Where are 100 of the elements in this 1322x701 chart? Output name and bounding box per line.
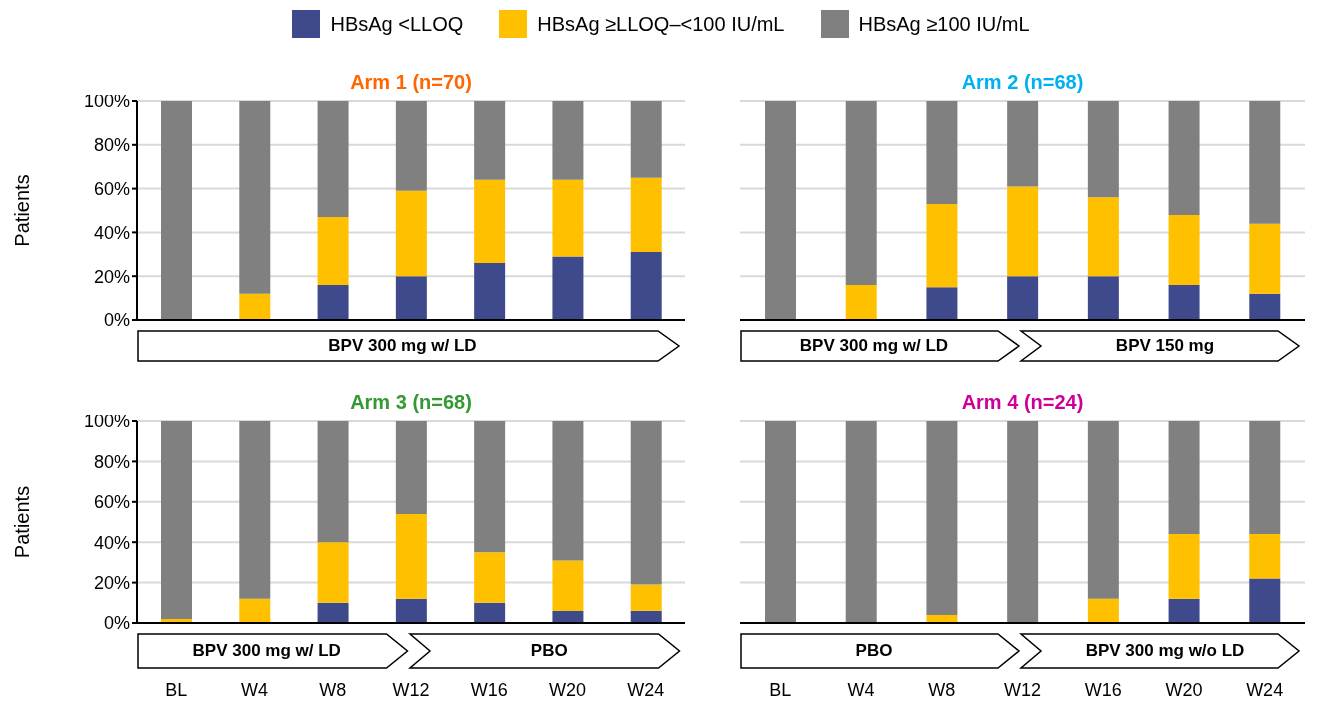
- bar: [926, 101, 958, 204]
- bar: [630, 421, 662, 585]
- bar: [1087, 101, 1119, 198]
- bar: [1249, 293, 1281, 320]
- bar: [474, 263, 506, 320]
- y-tick-label: 40%: [93, 532, 130, 553]
- x-tick-label: W16: [1084, 679, 1122, 700]
- bar: [161, 101, 192, 320]
- y-tick-label: 0%: [103, 310, 130, 331]
- x-tick-label: W4: [847, 679, 875, 700]
- bar: [552, 256, 584, 320]
- y-tick-label: 20%: [93, 266, 130, 287]
- chart-title: Arm 2 (n=68): [960, 71, 1085, 94]
- text: BPV 300 mg w/ LD: [327, 335, 478, 357]
- bar: [317, 217, 349, 285]
- bar: [474, 101, 506, 180]
- bar: [630, 584, 662, 611]
- bar: [1007, 421, 1039, 623]
- y-tick-label: 60%: [93, 178, 130, 199]
- bar: [765, 101, 796, 320]
- x-tick-label: BL: [769, 679, 792, 700]
- bar: [630, 177, 662, 253]
- y-tick-label: 80%: [93, 135, 130, 156]
- bar: [161, 421, 192, 619]
- bar: [552, 421, 584, 561]
- bar: [1007, 101, 1039, 187]
- bar: [1249, 534, 1281, 579]
- chart-title: Arm 3 (n=68): [349, 391, 473, 414]
- y-tick-label: 100%: [83, 411, 130, 432]
- y-tick-label: 0%: [103, 613, 130, 634]
- y-axis-title: Patients: [11, 174, 34, 247]
- bar: [474, 552, 506, 603]
- bar: [395, 101, 427, 191]
- chart-title: Arm 1 (n=70): [349, 71, 473, 94]
- bar: [1007, 186, 1039, 277]
- x-tick-label: BL: [165, 679, 188, 700]
- bar: [552, 179, 584, 257]
- bar: [474, 179, 506, 264]
- bar: [845, 101, 877, 285]
- legend-label: HBsAg <LLOQ: [330, 12, 464, 36]
- bar: [1168, 421, 1200, 535]
- bar: [552, 610, 584, 623]
- bar: [1087, 276, 1119, 320]
- bar: [1168, 598, 1200, 623]
- text: BPV 300 mg w/ LD: [798, 335, 950, 357]
- y-tick-label: 100%: [83, 91, 130, 112]
- bar: [1168, 101, 1200, 215]
- bar: [1087, 421, 1119, 599]
- bar: [630, 101, 662, 178]
- bar: [1249, 421, 1281, 535]
- bar: [317, 421, 349, 543]
- bar: [317, 602, 349, 623]
- legend-label: HBsAg ≥100 IU/mL: [858, 12, 1030, 36]
- bar: [395, 190, 427, 277]
- x-tick-label: W4: [240, 679, 268, 700]
- bar: [239, 421, 271, 599]
- bar: [926, 287, 958, 320]
- x-tick-label: W24: [627, 679, 665, 700]
- x-tick-label: W8: [928, 679, 956, 700]
- x-tick-label: W20: [549, 679, 587, 700]
- y-tick-label: 20%: [93, 572, 130, 593]
- x-tick-label: W12: [392, 679, 430, 700]
- bar: [317, 542, 349, 603]
- x-tick-label: W16: [470, 679, 508, 700]
- text: BPV 300 mg w/o LD: [1084, 640, 1246, 662]
- bar: [239, 293, 271, 320]
- bar: [765, 421, 796, 623]
- text: PBO: [529, 640, 569, 662]
- bar: [317, 101, 349, 218]
- bar: [395, 598, 427, 623]
- bar: [630, 252, 662, 320]
- y-axis-title: Patients: [11, 485, 34, 559]
- bar: [845, 421, 877, 623]
- bar: [317, 284, 349, 320]
- chart-title: Arm 4 (n=24): [960, 391, 1085, 414]
- y-tick-label: 40%: [93, 222, 130, 243]
- bar: [552, 560, 584, 611]
- x-tick-label: W12: [1003, 679, 1042, 700]
- bar: [474, 421, 506, 553]
- bar: [845, 284, 877, 320]
- x-tick-label: W8: [319, 679, 347, 700]
- x-tick-label: W24: [1246, 679, 1284, 700]
- bar: [926, 203, 958, 288]
- bar: [1249, 101, 1281, 224]
- y-tick-label: 80%: [93, 451, 130, 472]
- bar: [1168, 214, 1200, 285]
- y-tick-label: 60%: [93, 492, 130, 513]
- bar: [926, 421, 958, 615]
- bar: [1168, 284, 1200, 320]
- bar: [239, 598, 271, 623]
- bar: [1168, 534, 1200, 599]
- bar: [1249, 223, 1281, 294]
- legend-label: HBsAg ≥LLOQ–<100 IU/mL: [537, 12, 785, 36]
- x-tick-label: W20: [1165, 679, 1203, 700]
- bar: [552, 101, 584, 180]
- bar: [1249, 578, 1281, 623]
- bar: [395, 513, 427, 599]
- bar: [239, 101, 271, 294]
- bar: [395, 276, 427, 320]
- text: PBO: [854, 640, 894, 662]
